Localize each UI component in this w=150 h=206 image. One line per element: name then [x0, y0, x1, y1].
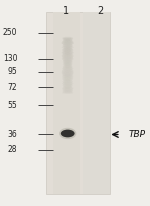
Ellipse shape	[63, 38, 72, 40]
Ellipse shape	[63, 50, 72, 52]
Ellipse shape	[63, 61, 72, 63]
Ellipse shape	[61, 65, 74, 67]
Ellipse shape	[62, 43, 74, 46]
Ellipse shape	[63, 40, 72, 43]
Ellipse shape	[62, 51, 73, 53]
Ellipse shape	[62, 47, 73, 49]
Ellipse shape	[62, 54, 74, 57]
Ellipse shape	[63, 66, 72, 68]
Text: 1: 1	[63, 6, 69, 15]
Ellipse shape	[62, 48, 73, 50]
Ellipse shape	[63, 52, 72, 54]
Text: 28: 28	[8, 145, 17, 154]
Ellipse shape	[59, 128, 76, 139]
Ellipse shape	[63, 62, 72, 64]
Ellipse shape	[62, 45, 74, 48]
Text: 72: 72	[8, 83, 17, 92]
FancyBboxPatch shape	[53, 12, 80, 194]
Ellipse shape	[62, 56, 74, 59]
Ellipse shape	[62, 46, 73, 48]
Ellipse shape	[61, 130, 75, 137]
FancyBboxPatch shape	[83, 12, 110, 194]
Text: TBP: TBP	[129, 130, 146, 139]
Ellipse shape	[62, 41, 74, 44]
Text: 55: 55	[8, 101, 17, 110]
Ellipse shape	[61, 54, 74, 56]
Ellipse shape	[62, 59, 74, 62]
Ellipse shape	[62, 49, 74, 51]
Text: 95: 95	[8, 67, 17, 76]
Ellipse shape	[62, 67, 73, 69]
Ellipse shape	[62, 58, 74, 61]
Ellipse shape	[62, 63, 73, 65]
Ellipse shape	[62, 60, 74, 62]
Ellipse shape	[63, 44, 73, 47]
Ellipse shape	[63, 64, 73, 66]
Text: 250: 250	[3, 28, 17, 37]
Text: 36: 36	[8, 130, 17, 139]
Ellipse shape	[62, 53, 73, 55]
Text: 2: 2	[97, 6, 103, 15]
Ellipse shape	[61, 55, 74, 58]
Ellipse shape	[63, 42, 73, 45]
Text: 130: 130	[3, 54, 17, 63]
Ellipse shape	[63, 40, 72, 42]
FancyBboxPatch shape	[46, 12, 110, 194]
Ellipse shape	[62, 57, 74, 60]
Ellipse shape	[62, 39, 74, 41]
Ellipse shape	[62, 37, 73, 39]
